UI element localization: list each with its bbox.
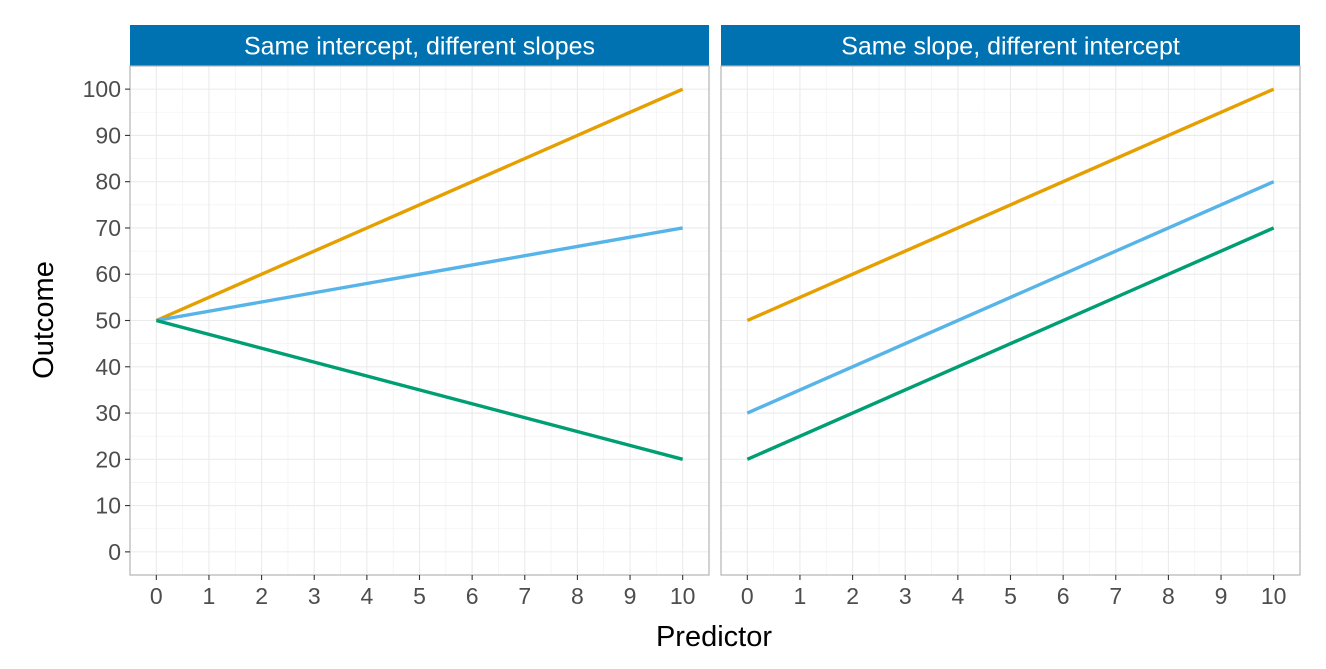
y-tick-label: 80 [95,169,121,195]
y-tick-label: 30 [95,400,121,426]
x-tick-label: 2 [255,583,268,609]
x-tick-label: 9 [1215,583,1228,609]
y-tick-label: 20 [95,446,121,472]
y-tick-label: 50 [95,308,121,334]
series-line-3 [746,226,1275,461]
x-tick-label: 10 [670,583,696,609]
y-axis: 0 10 20 30 40 50 60 70 80 90 100 [83,76,130,565]
panel-strip [721,25,1300,66]
x-tick-label: 3 [308,583,321,609]
panel-2: Same slope, different intercept 0 1 2 3 4 5 6 7 8… [720,25,1301,609]
x-tick-label: 5 [1004,583,1017,609]
x-tick-label: 1 [794,583,807,609]
x-tick-label: 1 [203,583,216,609]
x-tick-label: 2 [846,583,859,609]
x-tick-label: 4 [951,583,964,609]
y-tick-label: 100 [83,76,121,102]
y-tick-label: 90 [95,122,121,148]
panel-title: Same intercept, different slopes [244,33,595,61]
x-axis-title: Predictor [656,621,772,653]
x-tick-label: 5 [413,583,426,609]
y-tick-label: 10 [95,493,121,519]
panel-title: Same slope, different intercept [841,33,1180,61]
x-tick-label: 10 [1261,583,1287,609]
x-tick-label: 7 [518,583,531,609]
y-tick-label: 60 [95,261,121,287]
x-tick-label: 6 [466,583,479,609]
series-line-2 [156,226,683,323]
x-tick-label: 0 [741,583,754,609]
panels-layer: Same intercept, different slopes 0 1 2 3 4 5 6 7… [129,25,1301,609]
x-tick-label: 8 [1162,583,1175,609]
series-line-2 [746,180,1275,415]
series-line-3 [155,318,684,461]
y-tick-label: 70 [95,215,121,241]
x-tick-label: 0 [150,583,163,609]
x-tick-label: 6 [1057,583,1070,609]
series-line-1 [746,87,1275,323]
x-tick-label: 7 [1109,583,1122,609]
x-tick-label: 3 [899,583,912,609]
y-tick-label: 0 [108,539,121,565]
x-tick-label: 8 [571,583,584,609]
y-tick-label: 40 [95,354,121,380]
y-axis-title: Outcome [28,261,60,379]
x-tick-label: 9 [624,583,637,609]
series-line-1 [155,87,684,323]
panel-strip [130,25,709,66]
panel-1: Same intercept, different slopes 0 1 2 3 4 5 6 7… [129,25,710,609]
x-tick-label: 4 [360,583,373,609]
